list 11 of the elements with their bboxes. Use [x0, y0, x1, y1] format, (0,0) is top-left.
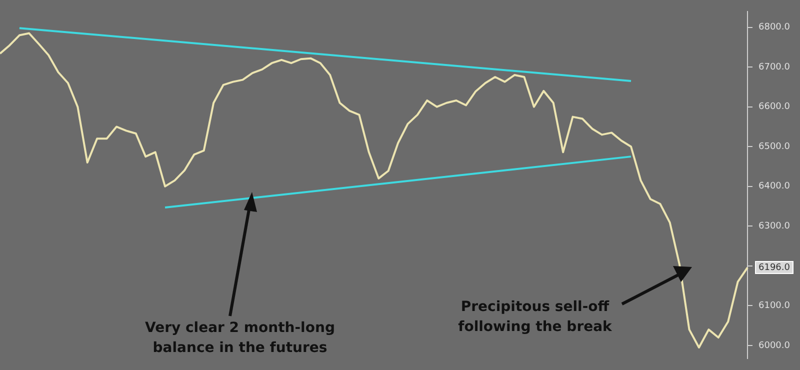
y-tick-label: 6700.0 — [758, 62, 790, 72]
y-tick-label: 6300.0 — [758, 222, 790, 232]
annotation: Very clear 2 month-long balance in the futures — [144, 319, 336, 358]
y-tick-label: 6100.0 — [758, 301, 790, 312]
y-tick-label: 6600.0 — [758, 102, 790, 112]
y-tick-label: 6400.0 — [758, 182, 790, 192]
text: 6196.0 — [758, 262, 790, 273]
y-tick-label: 6800.0 — [758, 22, 790, 33]
y-tick-label: 6500.0 — [758, 142, 790, 152]
annotation: Precipitous sell-off following the break — [457, 298, 613, 337]
y-tick-label: 6000.0 — [758, 340, 790, 351]
